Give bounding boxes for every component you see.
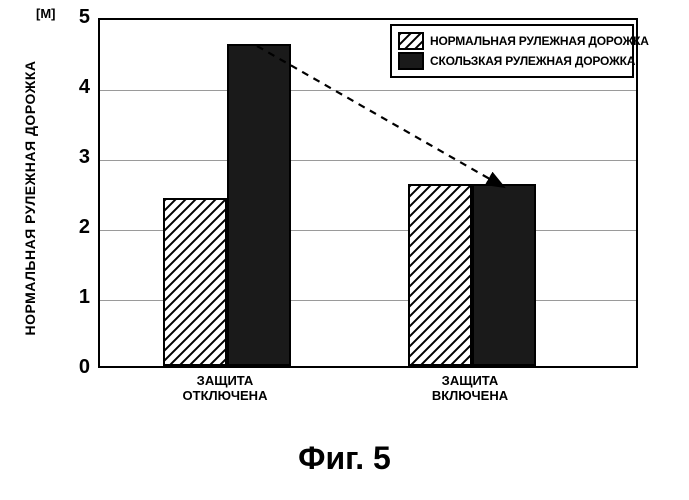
x-axis-label: ЗАЩИТАОТКЛЮЧЕНА: [145, 374, 305, 404]
bar: [227, 44, 291, 366]
legend: НОРМАЛЬНАЯ РУЛЕЖНАЯ ДОРОЖКА СКОЛЬЗКАЯ РУ…: [390, 24, 634, 78]
bar: [408, 184, 472, 366]
y-tick-label: 5: [64, 6, 90, 29]
figure-container: НОРМАЛЬНАЯ РУЛЕЖНАЯ ДОРОЖКА [M] НОРМАЛЬН…: [0, 0, 689, 500]
y-tick-label: 1: [64, 286, 90, 309]
y-axis-label-wrap: НОРМАЛЬНАЯ РУЛЕЖНАЯ ДОРОЖКА [M]: [10, 0, 40, 400]
y-tick-label: 3: [64, 146, 90, 169]
gridline: [100, 90, 636, 91]
y-tick-label: 4: [64, 76, 90, 99]
y-tick-label: 0: [64, 356, 90, 379]
legend-swatch-solid: [398, 52, 424, 70]
bar: [472, 184, 536, 366]
legend-label: НОРМАЛЬНАЯ РУЛЕЖНАЯ ДОРОЖКА: [430, 34, 649, 48]
legend-row: НОРМАЛЬНАЯ РУЛЕЖНАЯ ДОРОЖКА: [398, 32, 626, 50]
y-axis-unit: [M]: [36, 6, 56, 21]
y-tick-label: 2: [64, 216, 90, 239]
x-axis-label: ЗАЩИТАВКЛЮЧЕНА: [390, 374, 550, 404]
legend-row: СКОЛЬЗКАЯ РУЛЕЖНАЯ ДОРОЖКА: [398, 52, 626, 70]
bar: [163, 198, 227, 366]
y-axis-label: НОРМАЛЬНАЯ РУЛЕЖНАЯ ДОРОЖКА: [22, 0, 38, 398]
figure-caption: Фиг. 5: [0, 440, 689, 477]
legend-swatch-hatch: [398, 32, 424, 50]
gridline: [100, 160, 636, 161]
legend-label: СКОЛЬЗКАЯ РУЛЕЖНАЯ ДОРОЖКА: [430, 54, 635, 68]
